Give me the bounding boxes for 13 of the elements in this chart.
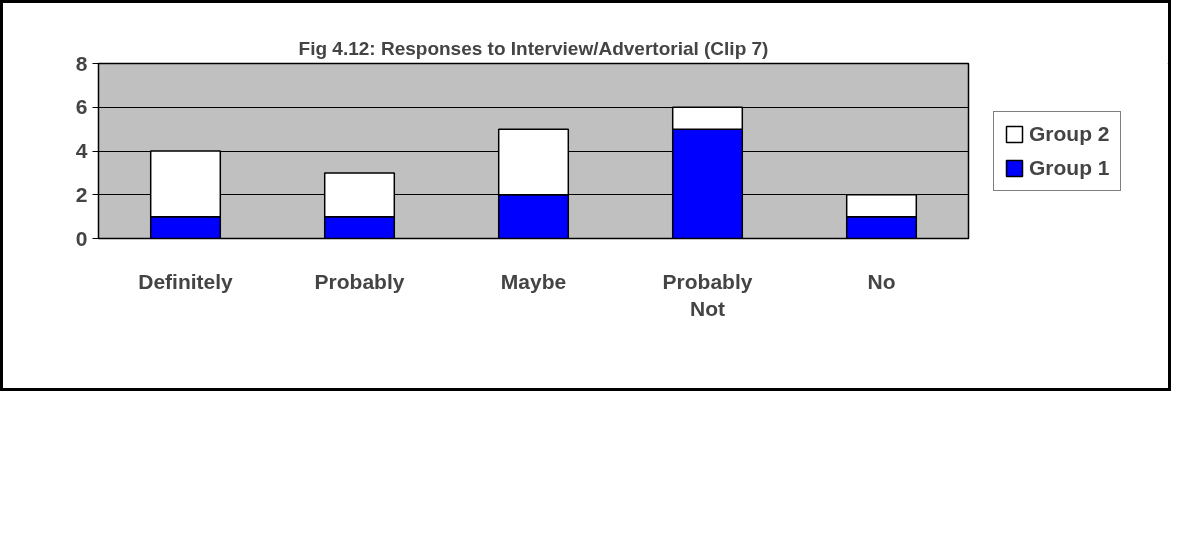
x-tick-label: No <box>867 269 896 293</box>
chart-title: Fig 4.12: Responses to Interview/Advertorial (Clip 7) <box>298 37 769 59</box>
y-tick-label: 4 <box>75 139 88 162</box>
y-tick-label: 2 <box>75 182 88 206</box>
y-tick-label: 0 <box>75 226 88 250</box>
y-tick-label: 6 <box>75 95 88 119</box>
x-tick-label: Maybe <box>500 269 567 293</box>
y-tick-label: 8 <box>75 51 88 75</box>
x-tick-label: Probably Not <box>662 269 753 321</box>
x-tick-label: Definitely <box>138 269 234 293</box>
x-tick-label: Probably <box>314 269 405 293</box>
legend-label: Group 2 <box>1029 121 1110 146</box>
legend-label: Group 1 <box>1029 155 1110 180</box>
